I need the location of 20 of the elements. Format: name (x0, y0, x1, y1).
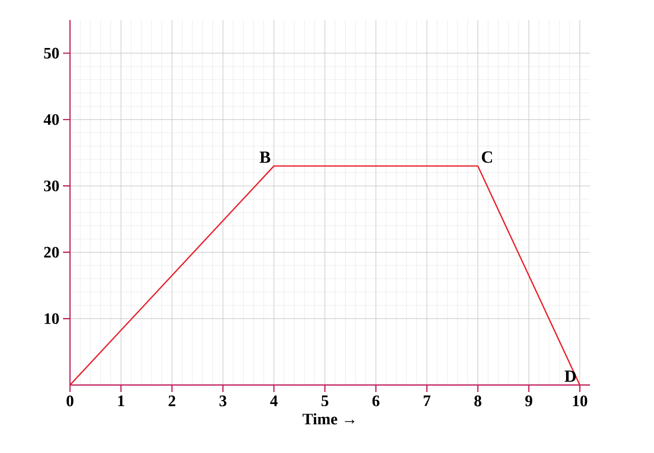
y-tick-label: 40 (44, 114, 59, 125)
x-axis-title: Time → (302, 413, 354, 424)
x-tick-label: 3 (220, 396, 226, 406)
y-tick-label: 30 (44, 180, 59, 192)
x-tick-label: 8 (474, 396, 482, 406)
x-tick-label: 10 (573, 396, 588, 406)
annotation: C (482, 151, 492, 163)
y-tick-label: 20 (44, 246, 59, 258)
x-tick-label: 7 (424, 396, 430, 406)
x-tick-label: 0 (66, 396, 74, 406)
y-tick-label: 10 (44, 313, 59, 324)
annotation: B (260, 152, 270, 163)
x-tick-label: 1 (118, 396, 124, 406)
x-tick-label: 9 (525, 396, 532, 406)
x-tick-label: 4 (270, 396, 278, 406)
y-tick-label: 50 (44, 48, 59, 59)
annotation: D (564, 370, 576, 382)
x-tick-label: 6 (372, 396, 380, 406)
x-tick-label: 2 (168, 396, 176, 406)
x-tick-label: 5 (322, 396, 328, 406)
